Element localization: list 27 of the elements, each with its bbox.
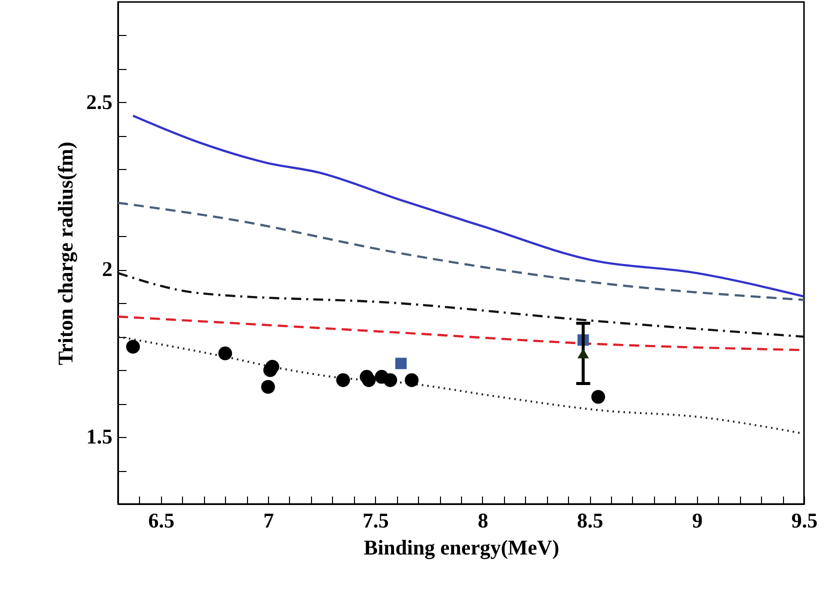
y-tick-label: 1.5 — [86, 424, 112, 449]
y-tick-label: 2 — [102, 257, 112, 282]
x-tick-label: 7 — [263, 508, 274, 532]
x-tick-label: 7.5 — [362, 508, 389, 532]
x-tick-label: 9 — [692, 508, 703, 532]
x-tick-label: 9.5 — [791, 508, 818, 532]
point — [126, 340, 140, 354]
y-tick-label: 2.5 — [86, 90, 112, 114]
line-series — [118, 336, 804, 435]
point — [362, 373, 376, 388]
point — [263, 363, 278, 378]
point — [404, 373, 419, 388]
point — [591, 390, 606, 404]
x-axis-title: Binding energy(MeV) — [364, 536, 560, 560]
point — [395, 358, 407, 370]
line-series — [118, 202, 804, 301]
point — [336, 373, 350, 388]
line-series — [118, 272, 804, 338]
x-tick-label: 8.5 — [577, 508, 604, 532]
point — [383, 373, 398, 388]
x-tick-label: 8 — [478, 508, 488, 532]
point — [577, 348, 589, 358]
x-tick-label: 6.5 — [148, 508, 174, 532]
y-axis-title: Triton charge radius(fm) — [53, 142, 78, 366]
line-series — [132, 114, 804, 298]
point — [261, 380, 275, 394]
point — [218, 346, 232, 360]
